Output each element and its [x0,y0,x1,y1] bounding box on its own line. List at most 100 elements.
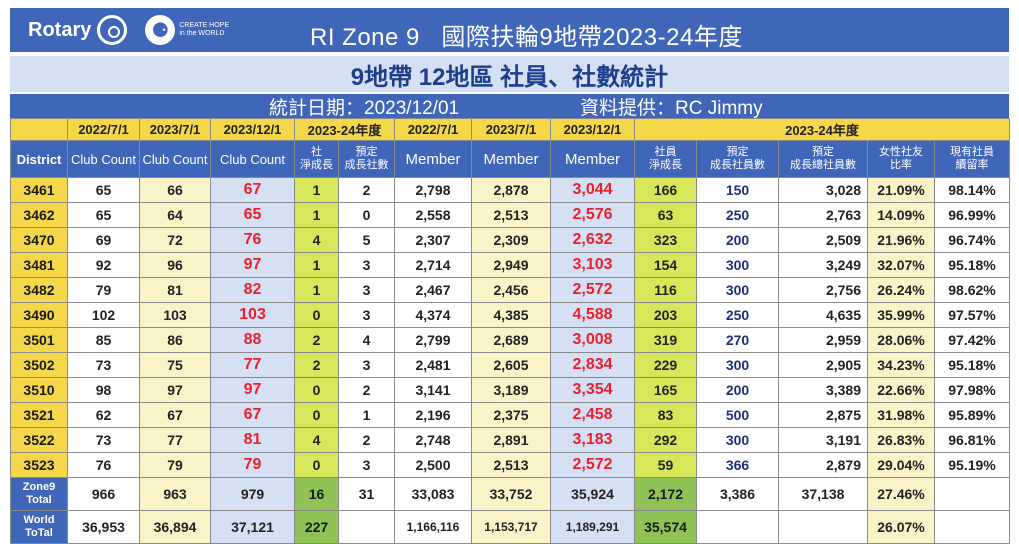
club-count-cell: 81 [139,277,211,303]
net-clubs-cell: 16 [294,477,339,511]
table-row: 3502 73 75 77 2 3 2,481 2,605 2,834 229 300 2,905 34… [10,352,1011,378]
table-row: 3523 76 79 79 0 3 2,500 2,513 2,572 59 366 2,879 29.… [10,452,1011,478]
member-cell: 2,558 [394,202,472,228]
header-date: 2022/7/1 [67,118,140,141]
retention-cell: 95.18% [933,352,1011,378]
member-cell: 2,513 [471,452,551,478]
female-ratio-cell: 26.07% [867,510,935,544]
member-cell: 4,385 [471,302,551,328]
club-count-cell: 979 [210,477,295,511]
plan-total-cell: 2,879 [778,452,868,478]
member-cell: 2,949 [471,252,551,278]
zone-total-label: Zone9 Total [10,477,68,511]
club-count-cell: 97 [210,252,295,278]
member-cell: 2,799 [394,327,472,353]
member-cell: 2,798 [394,177,472,203]
plan-members-cell: 250 [696,202,779,228]
plan-clubs-cell: 2 [338,427,395,453]
member-cell: 3,044 [550,177,635,203]
member-cell: 2,375 [471,402,551,428]
member-cell: 3,103 [550,252,635,278]
district-cell: 3490 [10,302,68,328]
club-count-cell: 81 [210,427,295,453]
club-count-cell: 62 [67,402,140,428]
col-member: Member [550,140,635,178]
club-count-cell: 65 [67,202,140,228]
net-clubs-cell: 1 [294,177,339,203]
header-row-columns: District Club Count Club Count Club Coun… [10,140,1011,178]
club-count-cell: 36,953 [67,510,140,544]
plan-clubs-cell: 2 [338,377,395,403]
net-clubs-cell: 0 [294,452,339,478]
col-female-ratio: 女性社友 比率 [867,140,935,178]
member-cell: 2,891 [471,427,551,453]
rotary-wordmark: Rotary [28,18,92,41]
net-clubs-cell: 2 [294,352,339,378]
retention-cell: 98.62% [933,277,1011,303]
retention-cell: 95.89% [933,402,1011,428]
member-cell: 2,467 [394,277,472,303]
club-count-cell: 92 [67,252,140,278]
club-count-cell: 73 [67,352,140,378]
zone-total-row: Zone9 Total 966 963 979 16 31 33,083 33,752 35,9… [10,477,1011,511]
club-count-cell: 88 [210,327,295,353]
member-cell: 2,572 [550,452,635,478]
plan-clubs-cell: 3 [338,302,395,328]
page-subtitle: 9地帶 12地區 社員、社數統計 [10,56,1009,92]
net-members-cell: 59 [634,452,697,478]
retention-cell: 95.19% [933,452,1011,478]
retention-cell: 96.74% [933,227,1011,253]
plan-members-cell: 250 [696,302,779,328]
club-count-cell: 69 [67,227,140,253]
plan-total-cell: 2,959 [778,327,868,353]
plan-total-cell: 2,756 [778,277,868,303]
col-plan-members: 預定 成長社員數 [696,140,779,178]
female-ratio-cell: 26.24% [867,277,935,303]
plan-total-cell [778,510,868,544]
plan-clubs-cell: 2 [338,177,395,203]
table-row: 3522 73 77 81 4 2 2,748 2,891 3,183 292 300 3,191 26… [10,427,1011,453]
plan-clubs-cell: 1 [338,402,395,428]
district-cell: 3522 [10,427,68,453]
club-count-cell: 103 [210,302,295,328]
female-ratio-cell: 27.46% [867,477,935,511]
female-ratio-cell: 31.98% [867,402,935,428]
table-row: 3461 65 66 67 1 2 2,798 2,878 3,044 166 150 3,028 21… [10,177,1011,203]
female-ratio-cell: 35.99% [867,302,935,328]
retention-cell: 96.99% [933,202,1011,228]
col-retention: 現有社員 續留率 [933,140,1011,178]
district-cell: 3481 [10,252,68,278]
table-row: 3501 85 86 88 2 4 2,799 2,689 3,008 319 270 2,959 28… [10,327,1011,353]
district-cell: 3482 [10,277,68,303]
member-cell: 3,141 [394,377,472,403]
table-row: 3521 62 67 67 0 1 2,196 2,375 2,458 83 500 2,875 31.… [10,402,1011,428]
club-count-cell: 67 [210,402,295,428]
plan-total-cell: 4,635 [778,302,868,328]
member-cell: 2,456 [471,277,551,303]
table-row: 3510 98 97 97 0 2 3,141 3,189 3,354 165 200 3,389 22… [10,377,1011,403]
club-count-cell: 73 [67,427,140,453]
header-row-dates: 2022/7/1 2023/7/1 2023/12/1 2023-24年度 20… [10,118,1011,141]
club-count-cell: 36,894 [139,510,211,544]
plan-total-cell: 37,138 [778,477,868,511]
member-cell: 2,748 [394,427,472,453]
header-date: 2023/7/1 [139,118,211,141]
col-club-count: Club Count [210,140,295,178]
info-bar: 統計日期：2023/12/01 資料提供：RC Jimmy [10,94,1009,119]
member-cell: 2,834 [550,352,635,378]
club-count-cell: 64 [139,202,211,228]
club-count-cell: 67 [210,177,295,203]
plan-members-cell: 200 [696,377,779,403]
member-cell: 1,189,291 [550,510,635,544]
member-cell: 2,689 [471,327,551,353]
col-plan-clubs: 預定 成長社數 [338,140,395,178]
plan-clubs-cell: 31 [338,477,395,511]
net-members-cell: 319 [634,327,697,353]
club-count-cell: 102 [67,302,140,328]
title-bar: Rotary ⚈ CREATE HOPE in the WORLD RI Zon… [10,8,1009,52]
member-cell: 3,008 [550,327,635,353]
club-count-cell: 97 [139,377,211,403]
plan-clubs-cell: 3 [338,252,395,278]
member-cell: 2,878 [471,177,551,203]
club-count-cell: 79 [139,452,211,478]
